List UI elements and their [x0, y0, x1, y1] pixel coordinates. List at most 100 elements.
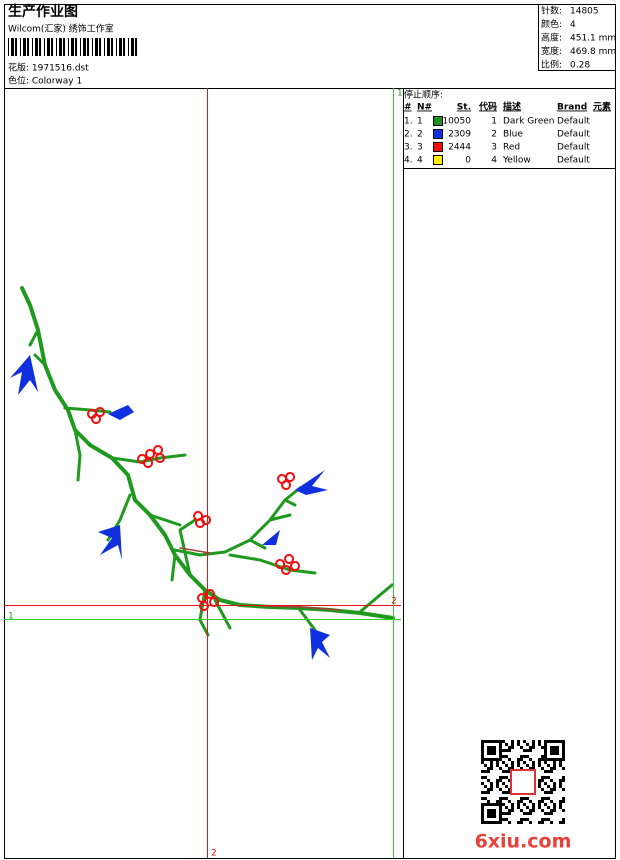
qr-module	[547, 818, 550, 821]
qr-module	[544, 749, 547, 752]
qr-module	[538, 800, 541, 803]
qr-module	[520, 767, 523, 770]
qr-module	[481, 770, 484, 773]
qr-module	[532, 743, 535, 746]
row-index: 4.	[404, 156, 413, 166]
flower	[275, 554, 301, 575]
qr-module	[499, 821, 502, 824]
stop-sequence-title: 停止顺序:	[404, 89, 443, 101]
leaf	[10, 355, 38, 395]
stitches: 0	[465, 156, 471, 166]
marker-label: 1	[8, 612, 14, 622]
barcode-bar	[39, 38, 41, 56]
qr-module	[481, 758, 484, 761]
qr-module	[538, 785, 541, 788]
qr-module	[481, 803, 484, 806]
qr-module	[487, 746, 490, 749]
code: 4	[491, 156, 497, 166]
qr-module	[508, 809, 511, 812]
stitches: 2309	[448, 130, 471, 140]
qr-module	[529, 809, 532, 812]
qr-module	[493, 803, 496, 806]
flower	[193, 511, 212, 528]
qr-module	[508, 767, 511, 770]
qr-module	[562, 818, 565, 821]
qr-module	[544, 782, 547, 785]
qr-module	[499, 758, 502, 761]
qr-module	[484, 797, 487, 800]
qr-module	[517, 740, 520, 743]
qr-module	[487, 767, 490, 770]
qr-module	[484, 785, 487, 788]
qr-module	[532, 809, 535, 812]
barcode-bar	[107, 38, 110, 56]
qr-module	[520, 809, 523, 812]
qr-module	[517, 761, 520, 764]
qr-module	[559, 785, 562, 788]
qr-module	[496, 821, 499, 824]
qr-module	[559, 821, 562, 824]
qr-module	[532, 803, 535, 806]
needle: 2	[417, 130, 423, 140]
qr-module	[508, 746, 511, 749]
barcode-bar	[119, 38, 122, 56]
qr-module	[487, 815, 490, 818]
barcode-bar	[87, 38, 89, 56]
qr-module	[529, 758, 532, 761]
qr-module	[553, 782, 556, 785]
qr-module	[553, 788, 556, 791]
qr-module	[553, 809, 556, 812]
qr-module	[562, 779, 565, 782]
qr-module	[550, 740, 553, 743]
qr-module	[490, 788, 493, 791]
qr-module	[481, 818, 484, 821]
qr-module	[562, 821, 565, 824]
qr-module	[556, 758, 559, 761]
qr-module	[487, 749, 490, 752]
qr-module	[490, 815, 493, 818]
barcode-bar	[35, 38, 38, 56]
qr-module	[553, 758, 556, 761]
qr-module	[559, 758, 562, 761]
barcode-bar	[75, 38, 77, 56]
qr-module	[502, 761, 505, 764]
qr-module	[538, 740, 541, 743]
qr-module	[541, 818, 544, 821]
qr-module	[538, 758, 541, 761]
info-label: 宽度:	[541, 45, 562, 57]
qr-module	[502, 770, 505, 773]
qr-module	[508, 749, 511, 752]
qr-module	[484, 740, 487, 743]
qr-module	[544, 755, 547, 758]
qr-module	[502, 812, 505, 815]
marker-label: 2	[211, 849, 217, 859]
qr-module	[550, 791, 553, 794]
qr-module	[484, 791, 487, 794]
qr-module	[511, 761, 514, 764]
qr-module	[550, 788, 553, 791]
marker-label: 2	[391, 597, 397, 607]
qr-module	[544, 818, 547, 821]
qr-module	[481, 812, 484, 815]
barcode-bar	[99, 38, 101, 56]
qr-module	[541, 755, 544, 758]
barcode-bar	[51, 38, 53, 56]
qr-module	[541, 797, 544, 800]
qr-module	[490, 782, 493, 785]
qr-module	[490, 803, 493, 806]
barcode-bar	[116, 38, 117, 56]
qr-module	[499, 776, 502, 779]
qr-module	[490, 758, 493, 761]
color-swatch	[433, 142, 443, 152]
qr-module	[490, 749, 493, 752]
qr-module	[544, 791, 547, 794]
qr-module	[493, 809, 496, 812]
qr-module	[538, 821, 541, 824]
qr-module	[550, 800, 553, 803]
leaf	[108, 405, 134, 420]
barcode-bar	[83, 38, 86, 56]
qr-module	[508, 821, 511, 824]
barcode-bar	[59, 38, 62, 56]
description: Yellow	[502, 156, 531, 166]
